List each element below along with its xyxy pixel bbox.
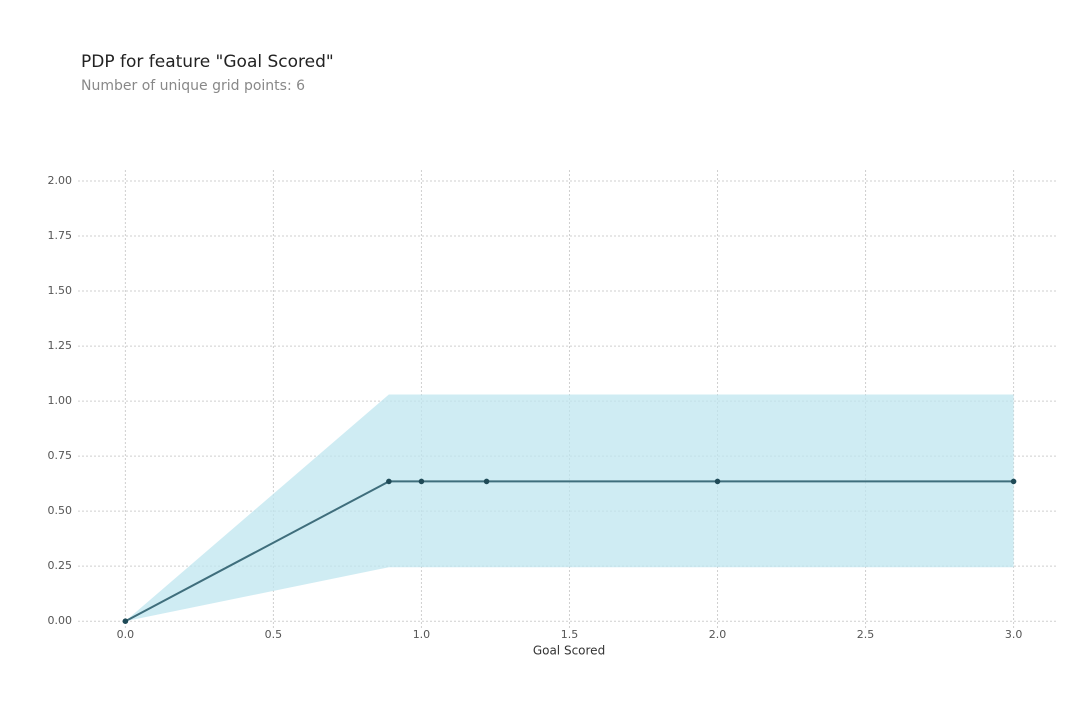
- pdp-line: [124, 480, 1014, 623]
- y-tick-label: 2.00: [48, 174, 73, 187]
- x-tick-label: 1.0: [413, 628, 431, 641]
- x-tick-label: 2.5: [857, 628, 875, 641]
- pdp-point: [714, 478, 721, 485]
- pdp-point: [386, 478, 392, 485]
- x-tick-label: 2.0: [709, 628, 727, 641]
- y-tick-label: 0.25: [48, 559, 73, 572]
- chart-title: PDP for feature "Goal Scored": [81, 52, 334, 72]
- x-tick-label: 1.5: [561, 628, 579, 641]
- y-tick-label: 0.75: [48, 449, 73, 462]
- x-tick-label: 0.0: [117, 628, 135, 641]
- pdp-point: [418, 478, 425, 485]
- y-tick-label: 1.50: [48, 284, 73, 297]
- x-axis-label: Goal Scored: [533, 644, 605, 658]
- chart-subtitle: Number of unique grid points: 6: [81, 78, 305, 94]
- confidence-band: [125, 394, 1014, 622]
- x-tick-label: 3.0: [1005, 628, 1023, 641]
- y-tick-label: 1.75: [48, 229, 73, 242]
- pdp-point: [1010, 478, 1017, 485]
- x-tick-label: 0.5: [265, 628, 283, 641]
- y-tick-label: 1.25: [48, 339, 73, 352]
- pdp-point: [122, 618, 129, 624]
- pdp-point: [483, 478, 490, 485]
- y-tick-label: 0.50: [48, 504, 73, 517]
- y-tick-label: 1.00: [48, 394, 73, 407]
- y-tick-label: 0.00: [48, 614, 73, 627]
